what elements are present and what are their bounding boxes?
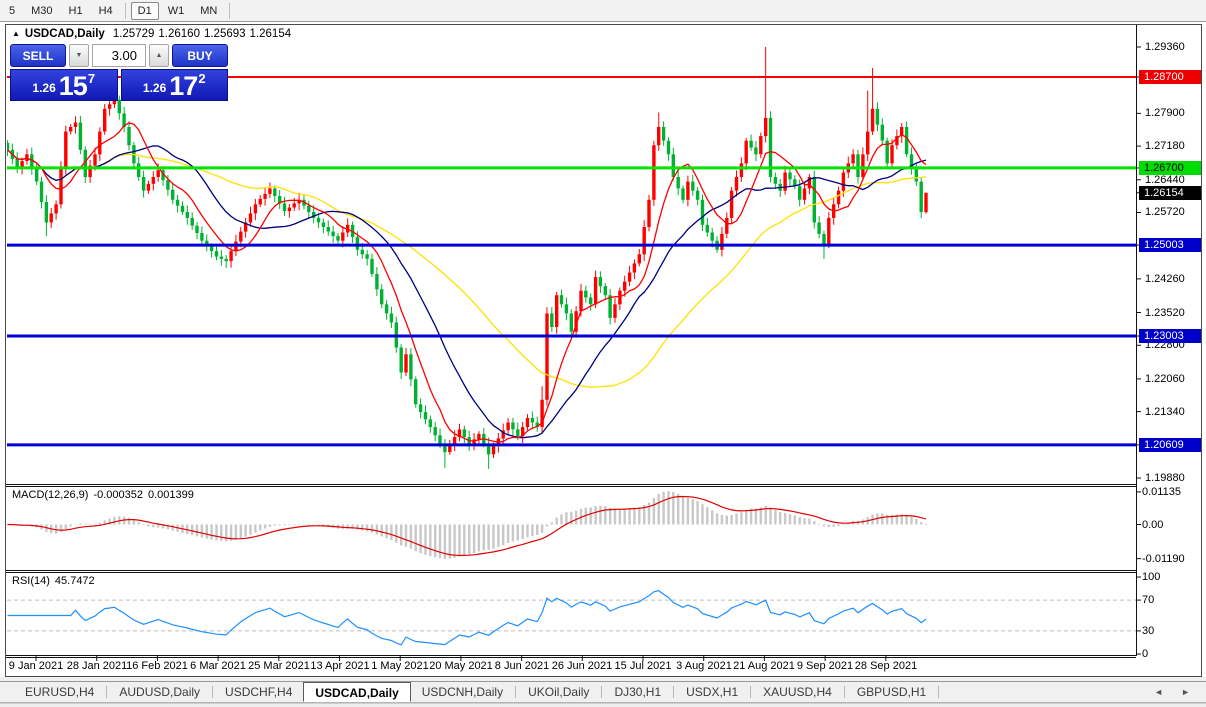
tab-separator [673, 686, 675, 698]
timeframe-button-5[interactable]: 5 [9, 4, 16, 17]
tab-separator [106, 686, 108, 698]
sell-button[interactable]: SELL [10, 44, 66, 67]
tabs-scroll-right-button[interactable]: ► [1181, 687, 1190, 697]
chart-window[interactable] [5, 24, 1202, 677]
timeframe-button-h4[interactable]: H4 [98, 4, 113, 17]
timeframe-button-h1[interactable]: H1 [68, 4, 83, 17]
timeframe-button-m30[interactable]: M30 [31, 4, 53, 17]
timeframe-button-d1[interactable]: D1 [130, 1, 159, 20]
chart-tab-bar: EURUSD,H4 AUDUSD,Daily USDCHF,H4 USDCAD,Dai… [0, 681, 1206, 703]
window-gap [0, 677, 1206, 681]
sell-quote-panel[interactable]: 1.26 15 7 [10, 69, 118, 101]
toolbar-separator [124, 2, 126, 19]
timeframe-button-w1[interactable]: W1 [167, 4, 185, 17]
volume-decrease-button[interactable]: ▼ [69, 44, 89, 67]
sell-price-big: 15 [58, 71, 88, 101]
buy-price-prefix: 1.26 [142, 81, 167, 95]
sell-price-pip: 7 [87, 71, 96, 86]
tab-scroll-controls: ◄ ► [1154, 682, 1206, 702]
buy-price-big: 17 [169, 71, 198, 101]
volume-input[interactable]: 3.00 [92, 44, 146, 67]
buy-button[interactable]: BUY [172, 44, 228, 67]
buy-quote-panel[interactable]: 1.26 17 2 [120, 69, 228, 101]
tab-separator [212, 686, 214, 698]
tab-ukoil-daily[interactable]: UKOil,Daily [528, 685, 590, 699]
tab-audusd-daily[interactable]: AUDUSD,Daily [119, 685, 201, 699]
tab-gbpusd-h1[interactable]: GBPUSD,H1 [856, 685, 927, 699]
tab-usdcad-daily[interactable]: USDCAD,Daily [303, 682, 411, 702]
tab-usdcnh-daily[interactable]: USDCNH,Daily [421, 685, 504, 699]
tab-separator [843, 686, 845, 698]
tabs-scroll-left-button[interactable]: ◄ [1154, 687, 1164, 697]
status-strip [0, 703, 1206, 707]
timeframe-button-mn[interactable]: MN [200, 4, 218, 17]
tab-separator [515, 686, 517, 698]
toolbar-separator [229, 2, 231, 19]
one-click-trade-panel: SELL ▼ 3.00 ▲ BUY 1.26 15 7 1.26 17 2 [10, 44, 228, 101]
timeframe-toolbar: 5 M30 H1 H4 D1 W1 MN [0, 0, 1206, 22]
tab-separator [601, 686, 603, 698]
tab-separator [750, 686, 752, 698]
sell-price-prefix: 1.26 [32, 81, 56, 95]
volume-increase-button[interactable]: ▲ [149, 44, 169, 67]
tab-xauusd-h4[interactable]: XAUUSD,H4 [763, 685, 832, 699]
spin-up-icon: ▲ [155, 52, 163, 59]
spin-down-icon: ▼ [75, 52, 83, 59]
buy-price-pip: 2 [198, 71, 206, 86]
tab-separator [938, 686, 940, 698]
tab-eurusd-h4[interactable]: EURUSD,H4 [25, 685, 95, 699]
tab-usdchf-h4[interactable]: USDCHF,H4 [225, 685, 293, 699]
tab-usdx-h1[interactable]: USDX,H1 [686, 685, 739, 699]
tab-dj30-h1[interactable]: DJ30,H1 [614, 685, 662, 699]
